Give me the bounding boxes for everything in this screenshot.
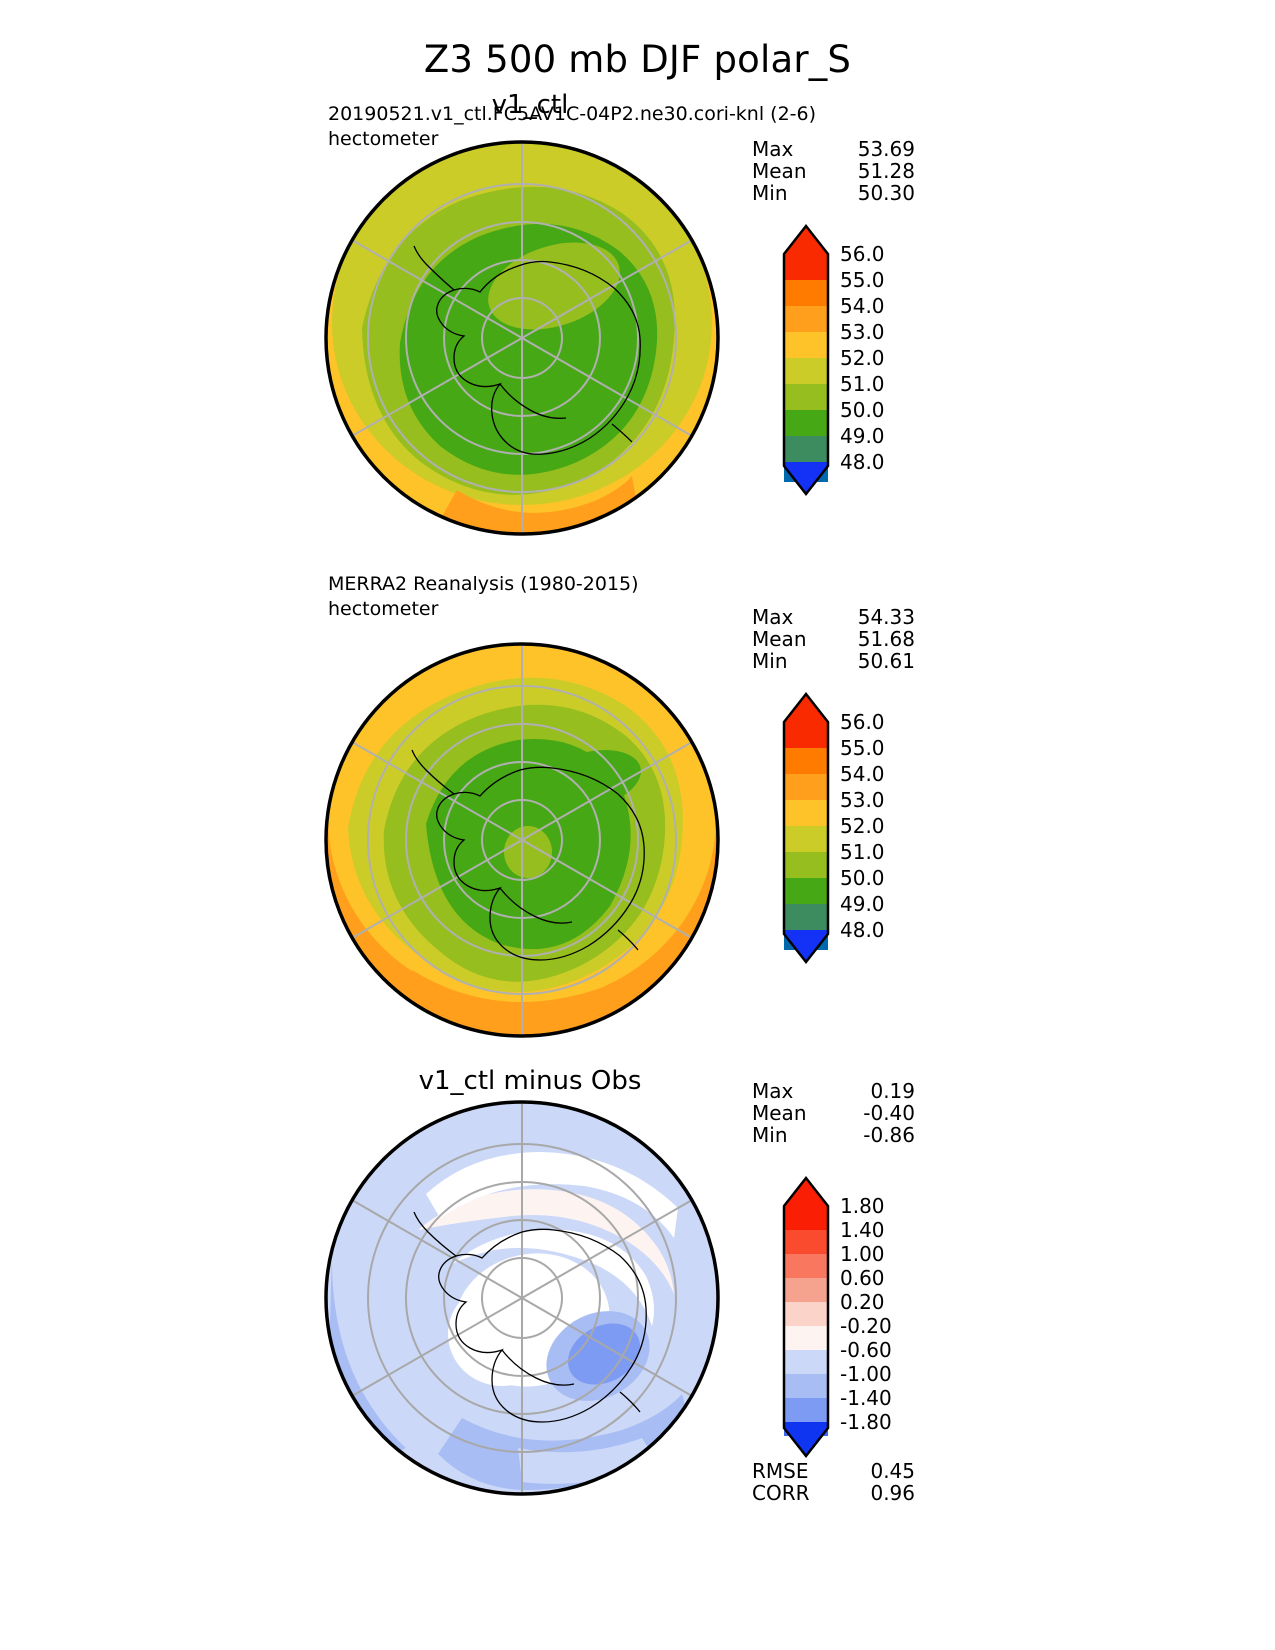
colorbar-tick: 52.0 <box>840 814 885 838</box>
panel-model-center-title: v1_ctl <box>491 90 569 120</box>
colorbar-model: 56.0 55.0 54.0 53.0 52.0 51.0 50.0 49.0 … <box>778 208 885 498</box>
colorbar-swatches <box>782 1175 830 1459</box>
panel-diff-title: v1_ctl minus Obs <box>418 1066 642 1096</box>
stat-label: Min <box>752 1123 788 1147</box>
colorbar-swatches <box>782 223 830 497</box>
panel-obs-units: hectometer <box>328 598 439 620</box>
polar-map-svg <box>324 140 720 536</box>
colorbar-tick: 48.0 <box>840 918 885 942</box>
colorbar-diff: 1.80 1.40 1.00 0.60 0.20 -0.20 -0.60 -1.… <box>778 1160 892 1460</box>
stat-value: 51.68 <box>857 627 915 651</box>
polar-map-obs <box>322 640 722 1040</box>
colorbar-tick: -1.40 <box>840 1386 892 1410</box>
colorbar-bands <box>784 1178 828 1456</box>
panel-obs: MERRA2 Reanalysis (1980-2015) hectometer… <box>0 566 1275 1066</box>
stat-label: Mean <box>752 1101 807 1125</box>
colorbar-outline <box>782 223 830 497</box>
stat-value: -0.40 <box>863 1101 915 1125</box>
colorbar-bands <box>784 694 828 962</box>
colorbar-tick: 1.40 <box>840 1218 885 1242</box>
colorbar-outline <box>782 691 830 965</box>
colorbar-tick: -1.80 <box>840 1410 892 1434</box>
panel-obs-header: MERRA2 Reanalysis (1980-2015) hectometer <box>328 572 639 622</box>
colorbar-tick: 51.0 <box>840 840 885 864</box>
map-gridlines <box>351 142 693 534</box>
colorbar-tick: 52.0 <box>840 346 885 370</box>
colorbar-tick: 53.0 <box>840 788 885 812</box>
stat-value: 0.19 <box>870 1079 915 1103</box>
page-title: Z3 500 mb DJF polar_S <box>423 38 852 81</box>
colorbar-tick: 54.0 <box>840 294 885 318</box>
coastline-antarctica <box>413 245 641 455</box>
stat-label: Max <box>752 137 794 161</box>
polar-map-model <box>322 138 722 538</box>
stat-value: 0.96 <box>870 1481 915 1505</box>
colorbar-tick: -0.20 <box>840 1314 892 1338</box>
map-outer-boundary <box>324 140 720 536</box>
colorbar-tick: 53.0 <box>840 320 885 344</box>
colorbar-tick: 54.0 <box>840 762 885 786</box>
panel-model: 20190521.v1_ctl.FC5AV1C-04P2.ne30.cori-k… <box>0 90 1275 566</box>
colorbar-tick: 55.0 <box>840 268 885 292</box>
stat-label: Min <box>752 181 788 205</box>
map-gridlines <box>351 1102 693 1494</box>
map-gridlines <box>351 644 693 1036</box>
colorbar-tick: 0.20 <box>840 1290 885 1314</box>
colorbar-tick: 51.0 <box>840 372 885 396</box>
coastline-antarctica <box>413 1211 647 1423</box>
colorbar-tick: 49.0 <box>840 892 885 916</box>
colorbar-bands <box>784 226 828 494</box>
panel-obs-run-name: MERRA2 Reanalysis (1980-2015) <box>328 573 639 595</box>
map-outer-boundary <box>324 1100 720 1496</box>
panel-model-run-name: 20190521.v1_ctl.FC5AV1C-04P2.ne30.cori-k… <box>328 103 817 125</box>
stat-label: Max <box>752 605 794 629</box>
colorbar-tick: 55.0 <box>840 736 885 760</box>
stat-label: RMSE <box>752 1459 809 1483</box>
colorbar-obs: 56.0 55.0 54.0 53.0 52.0 51.0 50.0 49.0 … <box>778 676 885 966</box>
polar-map-svg <box>324 1100 720 1496</box>
colorbar-tick: 1.00 <box>840 1242 885 1266</box>
map-outer-boundary <box>324 642 720 1038</box>
stat-label: Mean <box>752 627 807 651</box>
stat-label: Min <box>752 649 788 673</box>
stat-value: 54.33 <box>857 605 915 629</box>
colorbar-tick: 0.60 <box>840 1266 885 1290</box>
colorbar-tick: -1.00 <box>840 1362 892 1386</box>
polar-map-svg <box>324 642 720 1038</box>
stat-value: 50.30 <box>857 181 915 205</box>
colorbar-tick: -0.60 <box>840 1338 892 1362</box>
coastline-antarctica <box>411 749 645 961</box>
stat-value: 0.45 <box>870 1459 915 1483</box>
colorbar-tick: 56.0 <box>840 242 885 266</box>
panel-model-header: 20190521.v1_ctl.FC5AV1C-04P2.ne30.cori-k… <box>328 102 816 152</box>
colorbar-tick: 50.0 <box>840 398 885 422</box>
stat-label: CORR <box>752 1481 810 1505</box>
stat-label: Max <box>752 1079 794 1103</box>
panel-diff: v1_ctl minus Obs Max 0.19 Mean -0.40 Min… <box>0 1060 1275 1620</box>
stat-value: -0.86 <box>863 1123 915 1147</box>
panel-model-units: hectometer <box>328 128 439 150</box>
stat-value: 53.69 <box>857 137 915 161</box>
colorbar-tick: 1.80 <box>840 1194 885 1218</box>
colorbar-tick: 56.0 <box>840 710 885 734</box>
stat-value: 51.28 <box>857 159 915 183</box>
polar-map-diff <box>322 1098 722 1498</box>
colorbar-tick: 48.0 <box>840 450 885 474</box>
colorbar-swatches <box>782 691 830 965</box>
colorbar-tick: 50.0 <box>840 866 885 890</box>
stat-label: Mean <box>752 159 807 183</box>
stat-value: 50.61 <box>857 649 915 673</box>
colorbar-tick: 49.0 <box>840 424 885 448</box>
colorbar-outline <box>782 1175 830 1459</box>
